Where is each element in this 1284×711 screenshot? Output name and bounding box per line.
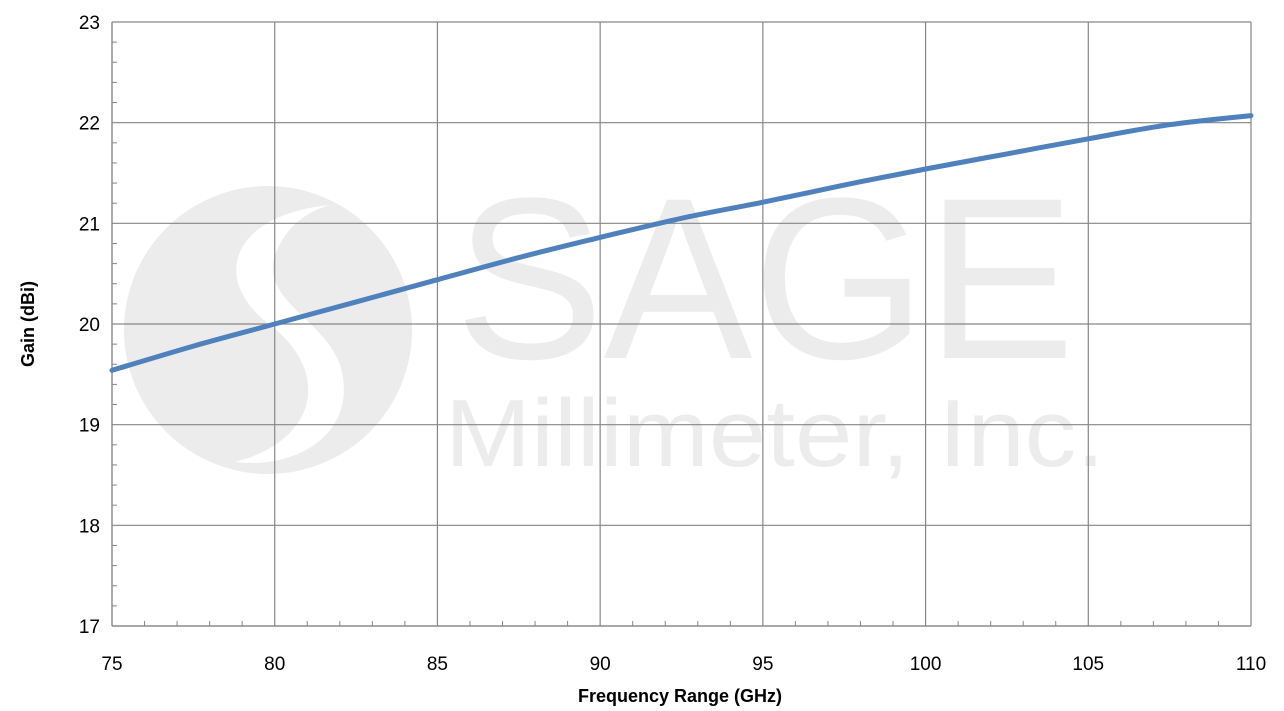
- x-axis-title: Frequency Range (GHz): [578, 686, 782, 706]
- y-tick-label: 19: [79, 416, 100, 437]
- x-tick-label: 90: [590, 654, 611, 675]
- y-tick-label: 17: [79, 617, 100, 638]
- y-tick-label: 18: [79, 516, 100, 537]
- x-tick-label: 105: [1072, 654, 1104, 675]
- x-tick-label: 100: [910, 654, 942, 675]
- minor-ticks: [112, 41, 1219, 626]
- y-tick-label: 22: [79, 114, 100, 135]
- y-axis-title: Gain (dBi): [18, 281, 38, 367]
- x-tick-labels: 75 80 85 90 95 100 105 110: [101, 654, 1266, 675]
- watermark: SAGE Millimeter, Inc.: [124, 150, 1105, 487]
- y-tick-label: 21: [79, 214, 100, 235]
- x-tick-label: 85: [427, 654, 448, 675]
- watermark-name: SAGE: [455, 150, 1075, 407]
- x-tick-label: 95: [752, 654, 773, 675]
- x-tick-label: 110: [1236, 654, 1266, 675]
- x-tick-label: 80: [264, 654, 285, 675]
- watermark-subtitle: Millimeter, Inc.: [445, 380, 1105, 487]
- watermark-logo-icon: [124, 186, 412, 474]
- y-tick-label: 20: [79, 315, 100, 336]
- y-tick-labels: 17 18 19 20 21 22 23: [79, 13, 100, 638]
- x-tick-label: 75: [101, 654, 122, 675]
- axes: [111, 22, 1251, 627]
- gain-series-line: [109, 113, 1254, 373]
- y-tick-label: 23: [79, 13, 100, 34]
- series-group: [109, 113, 1254, 373]
